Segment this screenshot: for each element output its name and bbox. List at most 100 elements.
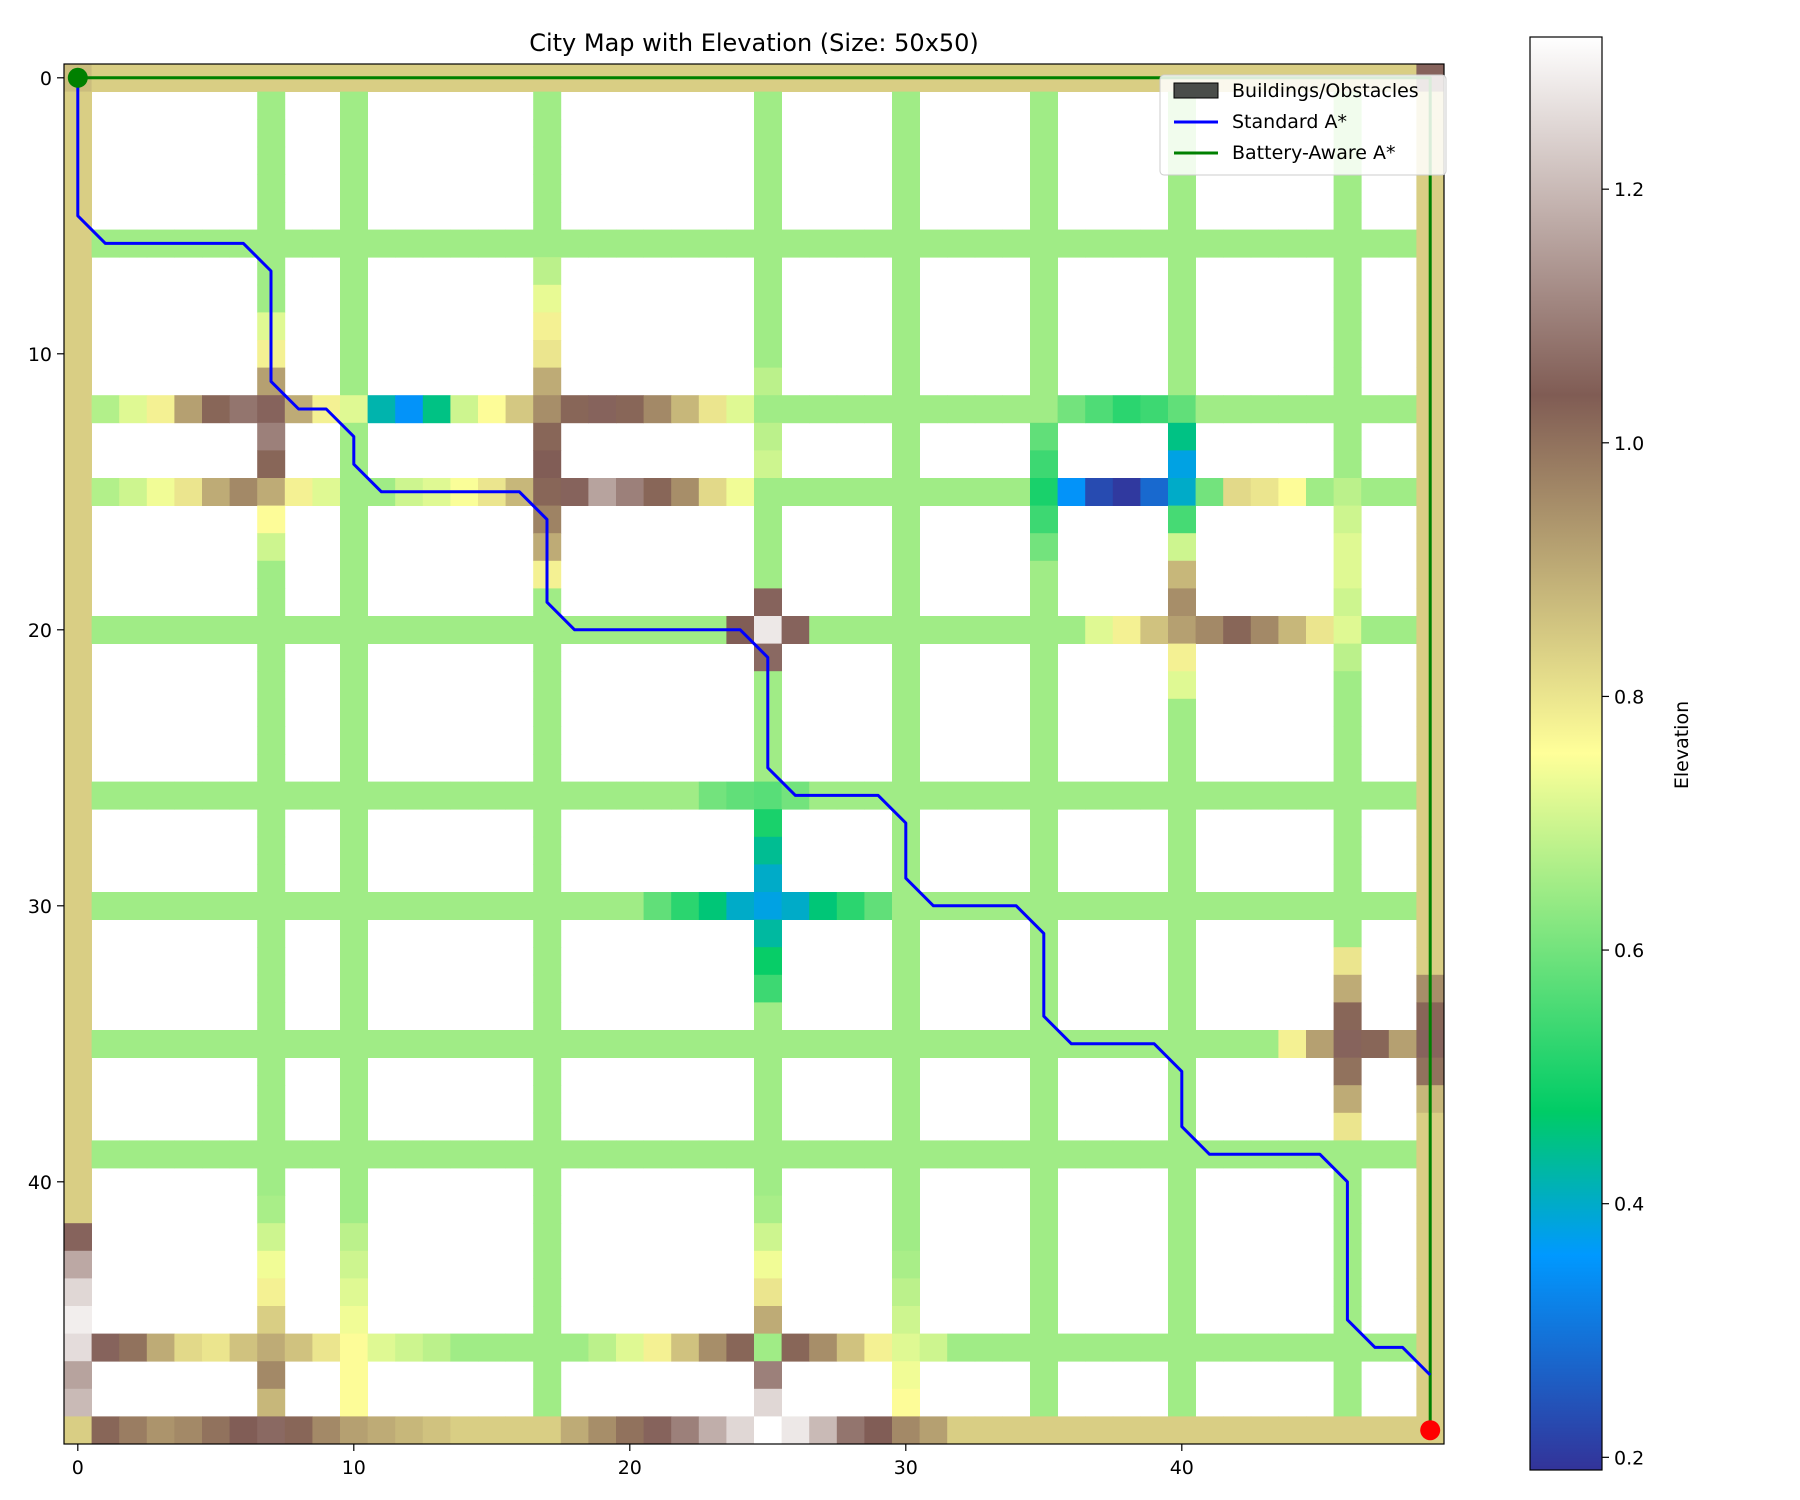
heatmap-cell bbox=[533, 450, 562, 479]
heatmap-cell bbox=[533, 422, 562, 451]
heatmap-cell bbox=[1168, 340, 1196, 368]
heatmap-cell bbox=[202, 616, 230, 644]
heatmap-cell bbox=[64, 892, 92, 920]
heatmap-cell bbox=[754, 257, 782, 286]
heatmap-cell bbox=[1057, 395, 1086, 424]
heatmap-cell bbox=[1223, 1416, 1252, 1445]
heatmap-cell bbox=[1168, 450, 1196, 479]
heatmap-cell bbox=[1168, 202, 1196, 230]
heatmap-cell bbox=[892, 974, 920, 1003]
heatmap-cell bbox=[533, 91, 562, 120]
heatmap-cell bbox=[754, 864, 782, 893]
heatmap-cell bbox=[809, 892, 838, 920]
heatmap-cell bbox=[1333, 726, 1362, 755]
heatmap-cell bbox=[1085, 1333, 1114, 1362]
heatmap-cell bbox=[1333, 229, 1362, 258]
heatmap-cell bbox=[340, 1306, 368, 1334]
heatmap-cell bbox=[1030, 340, 1058, 368]
heatmap-cell bbox=[64, 395, 92, 424]
heatmap-cell bbox=[1223, 229, 1252, 258]
heatmap-cell bbox=[1333, 1057, 1362, 1086]
heatmap-cell bbox=[533, 1195, 562, 1224]
heatmap-cell bbox=[1030, 1250, 1058, 1279]
heatmap-cell bbox=[1168, 1030, 1196, 1058]
heatmap-cell bbox=[643, 1030, 672, 1058]
heatmap-cell bbox=[1168, 809, 1196, 838]
legend-label-standard: Standard A* bbox=[1232, 111, 1347, 133]
heatmap-cell bbox=[505, 616, 534, 644]
heatmap-cell bbox=[450, 1333, 479, 1362]
heatmap-cell bbox=[864, 1140, 893, 1169]
heatmap-cell bbox=[1030, 1030, 1058, 1058]
heatmap-cell bbox=[1168, 1333, 1196, 1362]
heatmap-cell bbox=[1333, 1361, 1362, 1390]
heatmap-cell bbox=[560, 395, 589, 424]
heatmap-cell bbox=[1002, 1140, 1031, 1169]
colorbar-tick-label: 1.0 bbox=[1614, 433, 1644, 455]
heatmap-cell bbox=[1333, 1002, 1362, 1031]
heatmap-cell bbox=[340, 284, 368, 313]
heatmap-cell bbox=[533, 284, 562, 313]
heatmap-cell bbox=[257, 1223, 286, 1252]
heatmap-cell bbox=[1085, 892, 1114, 920]
heatmap-cell bbox=[754, 284, 782, 313]
heatmap-cell bbox=[754, 229, 782, 258]
heatmap-cell bbox=[1333, 1030, 1362, 1058]
heatmap-cell bbox=[892, 1057, 920, 1086]
heatmap-cell bbox=[533, 312, 562, 341]
heatmap-cell bbox=[1168, 395, 1196, 424]
heatmap-cell bbox=[1168, 781, 1196, 810]
heatmap-cell bbox=[1333, 560, 1362, 589]
heatmap-cell bbox=[1333, 698, 1362, 727]
heatmap-cell bbox=[864, 478, 893, 506]
heatmap-cell bbox=[257, 91, 286, 120]
heatmap-cell bbox=[1168, 919, 1196, 948]
heatmap-cell bbox=[174, 892, 203, 920]
heatmap-cell bbox=[340, 340, 368, 368]
heatmap-cell bbox=[64, 1416, 92, 1445]
heatmap-cell bbox=[892, 284, 920, 313]
heatmap-cell bbox=[892, 1306, 920, 1334]
heatmap-cell bbox=[919, 478, 948, 506]
chart-title: City Map with Elevation (Size: 50x50) bbox=[529, 29, 979, 57]
heatmap-cell bbox=[864, 892, 893, 920]
heatmap-cell bbox=[698, 1416, 727, 1445]
heatmap-cell bbox=[1195, 1030, 1224, 1058]
path-line-standard-a bbox=[76, 77, 1432, 1377]
heatmap-cell bbox=[892, 1388, 920, 1417]
heatmap-cell bbox=[64, 1057, 92, 1086]
heatmap-cell bbox=[1278, 478, 1307, 506]
heatmap-cell bbox=[64, 422, 92, 451]
heatmap-cell bbox=[809, 1333, 838, 1362]
heatmap-cell bbox=[1361, 616, 1390, 644]
heatmap-cell bbox=[588, 1416, 617, 1445]
heatmap-cell bbox=[1168, 643, 1196, 672]
heatmap-cell bbox=[754, 1388, 782, 1417]
heatmap-cell bbox=[754, 1112, 782, 1141]
heatmap-cell bbox=[754, 1416, 782, 1445]
heatmap-cell bbox=[340, 754, 368, 782]
heatmap-cell bbox=[64, 947, 92, 976]
heatmap-cell bbox=[892, 1361, 920, 1390]
y-tick-label: 40 bbox=[28, 1172, 52, 1194]
heatmap-cell bbox=[1278, 781, 1307, 810]
heatmap-cell bbox=[478, 395, 506, 424]
heatmap-cell bbox=[533, 119, 562, 148]
heatmap-cell bbox=[229, 478, 258, 506]
heatmap-cell bbox=[340, 947, 368, 976]
heatmap-cell bbox=[974, 478, 1003, 506]
heatmap-cell bbox=[974, 1030, 1003, 1058]
heatmap-cell bbox=[64, 560, 92, 589]
heatmap-cell bbox=[1112, 781, 1141, 810]
heatmap-cell bbox=[1333, 1388, 1362, 1417]
heatmap-cell bbox=[1333, 174, 1362, 203]
heatmap-cell bbox=[1030, 698, 1058, 727]
heatmap-cell bbox=[947, 1416, 976, 1445]
heatmap-cell bbox=[892, 726, 920, 755]
heatmap-cell bbox=[174, 1333, 203, 1362]
heatmap-cell bbox=[809, 1140, 838, 1169]
heatmap-cell bbox=[1030, 560, 1058, 589]
heatmap-cell bbox=[533, 367, 562, 396]
heatmap-cell bbox=[698, 395, 727, 424]
heatmap-cell bbox=[836, 892, 865, 920]
